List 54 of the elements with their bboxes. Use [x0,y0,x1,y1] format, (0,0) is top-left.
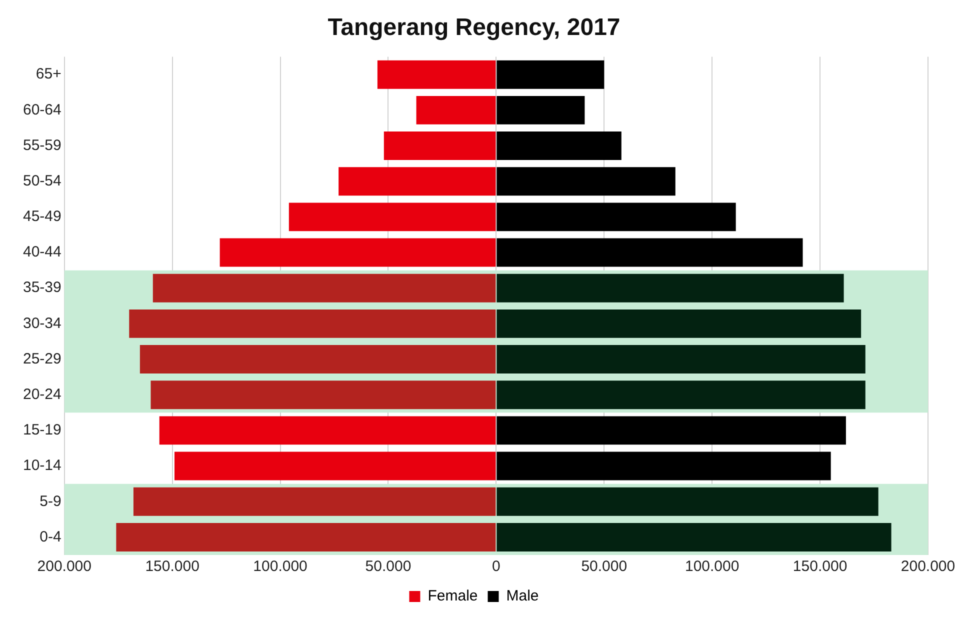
bar [496,345,866,374]
y-tick-label: 55-59 [22,136,62,154]
bar [496,522,892,552]
y-tick-label: 5-9 [40,492,62,510]
y-tick-label: 40-44 [22,244,62,261]
bar [140,345,496,374]
bar [220,238,496,267]
y-tick-label: 15-19 [22,422,62,439]
x-tick-label: 100.000 [253,558,308,576]
bar [496,452,831,480]
bar [496,274,844,302]
x-tick-label: 0 [492,558,500,576]
y-tick-label: 50-54 [22,172,62,190]
y-tick-label: 20-24 [22,386,62,404]
bar [496,487,878,516]
bar [152,274,496,302]
y-tick-label: 0-4 [40,528,62,546]
y-tick-label: 30-34 [22,314,62,332]
bar [159,416,496,445]
x-tick-label: 100.000 [684,558,740,576]
x-tick-label: 50.000 [581,558,628,576]
bar [496,202,736,232]
bar [496,132,622,160]
x-tick-label: 200.000 [900,558,956,576]
bar [116,522,496,552]
bar [129,309,496,338]
y-tick-label: 45-49 [22,208,62,226]
y-tick-label: 35-39 [22,279,62,296]
bar [288,202,496,232]
bar [496,96,585,124]
bar [496,167,676,196]
bar [496,60,604,89]
y-tick-label: 10-14 [22,457,62,474]
bar [496,309,862,338]
y-tick-label: 25-29 [22,350,62,368]
bar [377,60,496,89]
bar [496,238,803,267]
bar [496,416,846,445]
x-tick-label: 200.000 [37,558,92,576]
bar [416,96,496,124]
bar [133,487,496,516]
bar [174,452,496,480]
chart-title: Tangerang Regency, 2017 [328,14,620,42]
bar [384,132,496,160]
legend-label: Male [506,588,539,605]
bar [338,167,496,196]
legend-label: Female [428,588,478,605]
y-tick-label: 60-64 [22,101,62,118]
x-tick-label: 150.000 [792,558,848,576]
bar [496,380,866,410]
bar [150,380,496,410]
x-tick-label: 150.000 [145,558,200,576]
x-tick-label: 50.000 [365,558,412,576]
y-tick-label: 65+ [36,66,62,83]
